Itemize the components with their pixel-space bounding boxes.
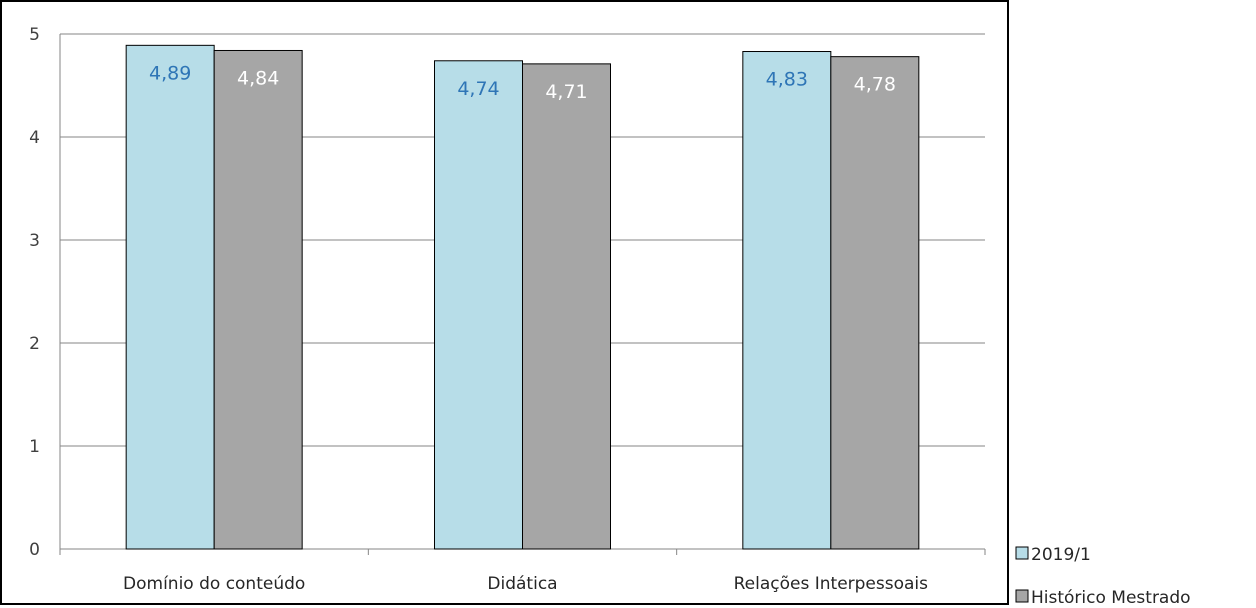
data-label: 4,71 (545, 81, 587, 103)
y-tick-label: 1 (29, 437, 40, 457)
bar-series-2 (213, 49, 303, 550)
y-tick-label: 5 (29, 25, 40, 45)
bar-series-1 (742, 51, 832, 550)
data-label: 4,78 (854, 74, 896, 96)
category-label: Relações Interpessoais (734, 574, 929, 594)
legend-swatch (1015, 589, 1029, 603)
category-label: Didática (487, 574, 557, 594)
bar-series-1 (434, 60, 523, 550)
data-label: 4,89 (149, 62, 191, 84)
y-tick-label: 4 (29, 128, 40, 148)
bar-series-1 (125, 44, 215, 550)
legend-label: 2019/1 (1031, 545, 1091, 565)
data-label: 4,84 (237, 67, 279, 89)
legend-swatch (1015, 546, 1029, 560)
y-tick-label: 0 (29, 540, 40, 560)
category-label: Domínio do conteúdo (123, 574, 305, 594)
y-tick-label: 3 (29, 231, 40, 251)
y-tick-label: 2 (29, 334, 40, 354)
data-label: 4,74 (457, 78, 499, 100)
legend-label: Histórico Mestrado (1031, 588, 1191, 608)
bar-series-2 (522, 63, 611, 550)
data-label: 4,83 (766, 69, 808, 91)
bar-series-2 (830, 56, 920, 550)
